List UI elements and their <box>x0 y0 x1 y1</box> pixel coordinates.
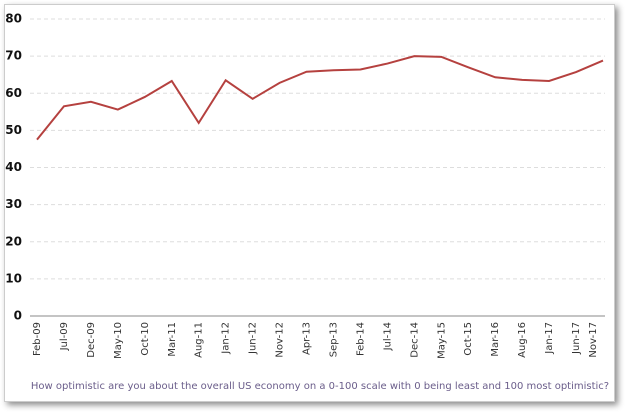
caption: How optimistic are you about the overall… <box>31 381 609 392</box>
x-tick-label: Jan-17 <box>544 322 555 355</box>
x-tick-label: Mar-16 <box>490 322 501 357</box>
x-tick-label: Dec-09 <box>86 322 97 358</box>
y-tick-label: 10 <box>5 271 22 285</box>
x-tick-label: Feb-14 <box>355 322 366 356</box>
x-tick-label: Dec-14 <box>409 322 420 358</box>
x-tick-label: Mar-11 <box>167 322 178 357</box>
x-tick-label: Jul-14 <box>382 322 393 351</box>
x-tick-label: Jun-17 <box>571 322 582 355</box>
x-tick-label: Sep-13 <box>328 322 339 357</box>
card <box>4 4 615 402</box>
y-tick-label: 60 <box>5 86 22 100</box>
y-tick-label: 50 <box>5 123 22 137</box>
x-tick-label: May-10 <box>113 322 124 359</box>
y-tick-label: 20 <box>5 234 22 248</box>
y-tick-label: 40 <box>5 160 22 174</box>
y-tick-label: 70 <box>5 49 22 63</box>
x-tick-label: Aug-16 <box>517 322 528 358</box>
x-tick-label: Aug-11 <box>194 322 205 358</box>
y-tick-label: 30 <box>5 197 22 211</box>
x-tick-label: May-15 <box>436 322 447 359</box>
x-tick-label: Apr-13 <box>302 322 313 355</box>
x-tick-label: Feb-09 <box>32 322 43 356</box>
x-tick-label: Oct-10 <box>140 322 151 356</box>
x-tick-label: Jun-12 <box>248 322 259 355</box>
x-tick-label: Nov-17 <box>588 322 599 358</box>
x-tick-label: Nov-12 <box>275 322 286 358</box>
x-tick-label: Jul-09 <box>59 322 70 351</box>
y-tick-label: 0 <box>14 309 22 323</box>
line <box>36 55 604 141</box>
x-tick-label: Oct-15 <box>463 322 474 356</box>
x-tick-label: Jan-12 <box>221 322 232 355</box>
y-tick-label: 80 <box>5 12 22 26</box>
